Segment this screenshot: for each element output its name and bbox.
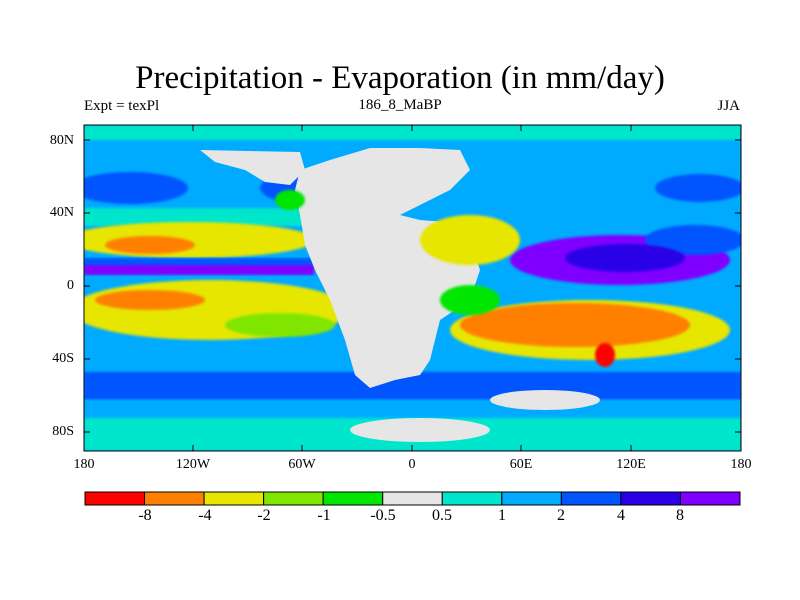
x-tick-label: 120W (175, 457, 211, 472)
colorbar-swatch (84, 491, 146, 506)
colorbar-label: -0.5 (370, 507, 396, 524)
subtropic-north-core (105, 236, 195, 254)
monsoon-core (565, 244, 685, 272)
north-band (84, 140, 741, 154)
south-land (490, 390, 600, 410)
y-tick-label: 40S (52, 351, 74, 366)
north-green-patch (275, 190, 305, 210)
colorbar-label: -1 (317, 507, 331, 524)
colorbar-label: 2 (557, 507, 565, 524)
colorbar-swatch (620, 491, 681, 506)
south-subtropic-core (95, 290, 205, 310)
colorbar-label: 1 (498, 507, 506, 524)
field-layer (84, 125, 741, 451)
period-label: 186_8_MaBP (358, 97, 442, 113)
indian-dry-core (460, 303, 690, 347)
y-tick-label: 0 (67, 278, 74, 293)
north-landmass (200, 150, 305, 185)
colorbar-swatch (322, 491, 384, 506)
colorbar-swatch (560, 491, 622, 506)
y-tick-label: 80N (49, 133, 74, 148)
itcz-band-upper (84, 258, 314, 268)
x-tick-label: 60W (288, 457, 316, 472)
colorbar-swatch (144, 491, 205, 506)
season-label: JJA (717, 98, 740, 114)
north-pacific-east (655, 174, 741, 202)
colorbar-label: 4 (617, 507, 625, 524)
east-green-patch (440, 285, 500, 315)
indian-extreme (595, 343, 615, 367)
southern-outer-band (84, 400, 741, 418)
experiment-label: Expt = texPl (84, 98, 160, 114)
colorbar-label: 8 (676, 507, 684, 524)
colorbar-label: -2 (257, 507, 271, 524)
colorbar-swatch (382, 491, 443, 506)
pangaea-land (295, 148, 480, 388)
x-tick-label: 0 (408, 457, 416, 472)
south-subtropic-edge (225, 313, 335, 337)
colorbar-label: 0.5 (432, 507, 452, 524)
colorbar-swatch (263, 491, 324, 506)
x-tick-label: 180 (73, 457, 95, 472)
x-tick-label: 180 (730, 457, 752, 472)
chart-title: Precipitation - Evaporation (in mm/day) (135, 60, 665, 96)
arctic-band (84, 125, 741, 143)
colorbar-swatch (441, 491, 503, 506)
colorbar-swatch (501, 491, 562, 506)
subtropic-north-dry (84, 222, 315, 258)
east-dry (420, 215, 520, 265)
north-pacific-west (84, 172, 188, 204)
colorbar-swatch (679, 491, 741, 506)
colorbar-swatch (203, 491, 265, 506)
pacific-warm-pool (645, 225, 741, 255)
x-tick-label: 120E (616, 457, 646, 472)
y-tick-label: 40N (49, 205, 74, 220)
x-tick-label: 60E (509, 457, 533, 472)
colorbar-label: -8 (138, 507, 152, 524)
southern-storm-track (84, 372, 741, 400)
colorbar-label: -4 (198, 507, 212, 524)
itcz-core (84, 265, 314, 275)
antarctic-land (350, 418, 490, 442)
subtropic-north-band (84, 208, 314, 226)
y-tick-label: 80S (52, 424, 74, 439)
